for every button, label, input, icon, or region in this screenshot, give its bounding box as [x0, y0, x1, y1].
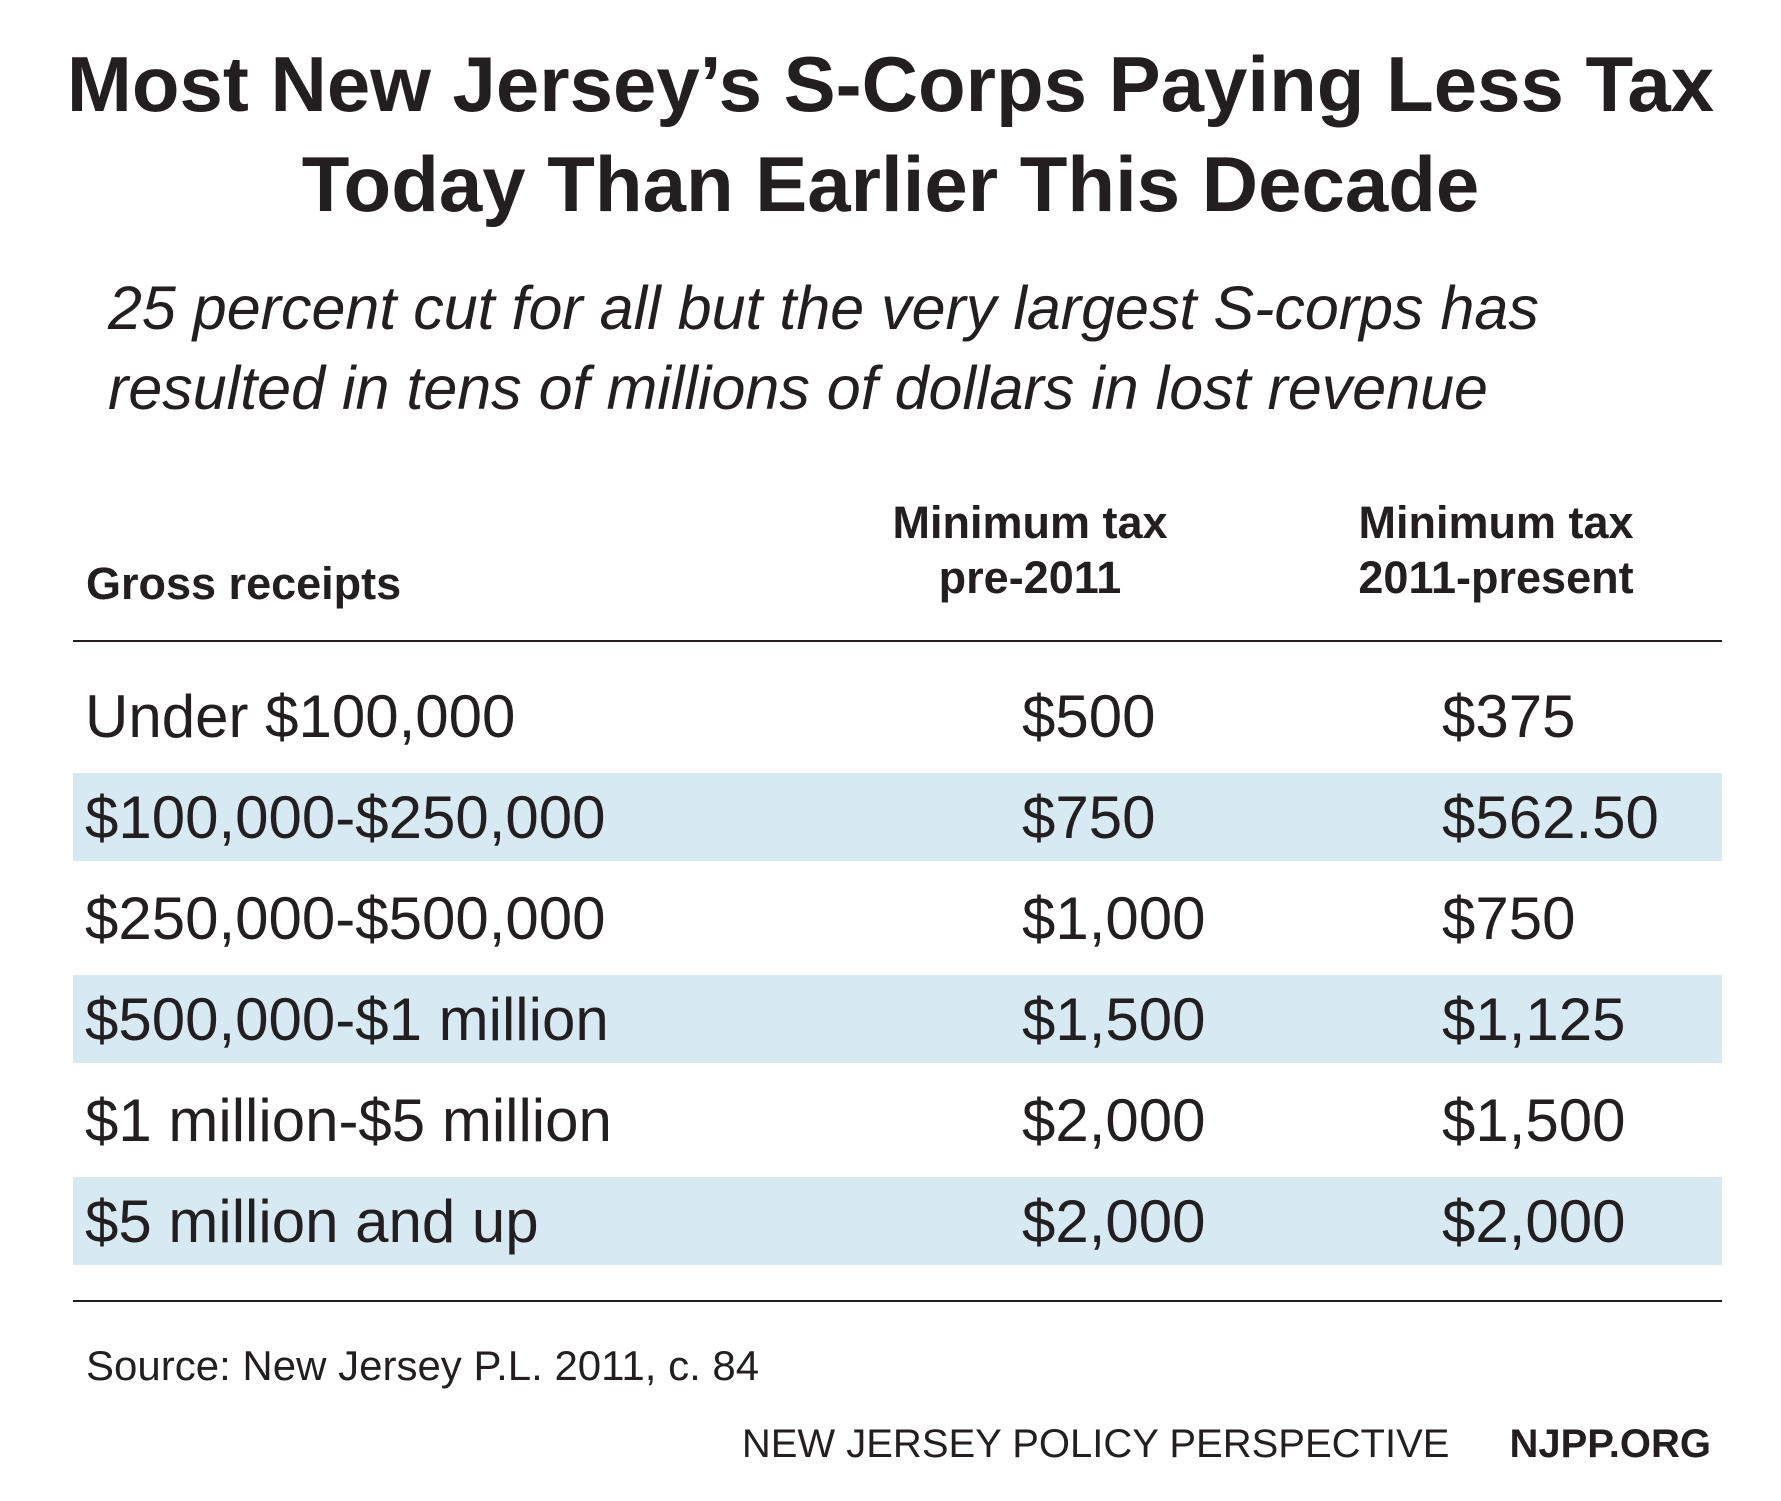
table-cell: $500,000-$1 million [85, 985, 609, 1053]
table-row: $500,000-$1 million $1,500 $1,125 [73, 975, 1722, 1063]
footer: NEW JERSEY POLICY PERSPECTIVE NJPP.ORG [742, 1420, 1711, 1468]
column-header-line: pre-2011 [938, 552, 1122, 603]
table-row: $5 million and up $2,000 $2,000 [73, 1177, 1722, 1265]
table-body: Under $100,000 $500 $375 $100,000-$250,000 $… [73, 672, 1722, 1278]
column-header-2011-present: Minimum tax 2011-present [1318, 495, 1674, 605]
table-row: $1 million-$5 million $2,000 $1,500 [73, 1076, 1722, 1164]
table-cell: $375 [1442, 682, 1576, 750]
footer-url: NJPP.ORG [1509, 1422, 1711, 1466]
table-cell: $750 [1022, 783, 1156, 851]
table-cell: $1,500 [1022, 985, 1206, 1053]
table-cell: $100,000-$250,000 [85, 783, 606, 851]
column-header-line: Minimum tax [1358, 497, 1634, 548]
table-cell: $1 million-$5 million [85, 1086, 612, 1154]
table-cell: $1,125 [1442, 985, 1626, 1053]
table-cell: $750 [1442, 884, 1576, 952]
chart-title: Most New Jersey’s S-Corps Paying Less Ta… [66, 40, 1715, 228]
column-header-line: 2011-present [1358, 552, 1634, 603]
table-row: Under $100,000 $500 $375 [73, 672, 1722, 760]
table-row: $100,000-$250,000 $750 $562.50 [73, 773, 1722, 861]
column-header-line: Gross receipts [86, 558, 402, 609]
table-cell: $250,000-$500,000 [85, 884, 606, 952]
column-header-pre-2011: Minimum tax pre-2011 [852, 495, 1208, 605]
table-cell: $1,000 [1022, 884, 1206, 952]
table-cell: $2,000 [1442, 1187, 1626, 1255]
column-header-line: Minimum tax [892, 497, 1168, 548]
table-cell: $1,500 [1442, 1086, 1626, 1154]
footer-org: NEW JERSEY POLICY PERSPECTIVE [741, 1422, 1450, 1466]
table-cell: $2,000 [1022, 1086, 1206, 1154]
table-row: $250,000-$500,000 $1,000 $750 [73, 874, 1722, 962]
table-cell: $5 million and up [85, 1187, 539, 1255]
column-header-gross-receipts: Gross receipts [86, 556, 401, 611]
header-divider [73, 640, 1722, 642]
chart-subtitle: 25 percent cut for all but the very larg… [108, 274, 1539, 422]
table-cell: $562.50 [1442, 783, 1659, 851]
table-cell: Under $100,000 [85, 682, 516, 750]
table-cell: $2,000 [1022, 1187, 1206, 1255]
table-cell: $500 [1022, 682, 1156, 750]
source-note: Source: New Jersey P.L. 2011, c. 84 [86, 1342, 760, 1389]
table-bottom-divider [73, 1300, 1722, 1302]
